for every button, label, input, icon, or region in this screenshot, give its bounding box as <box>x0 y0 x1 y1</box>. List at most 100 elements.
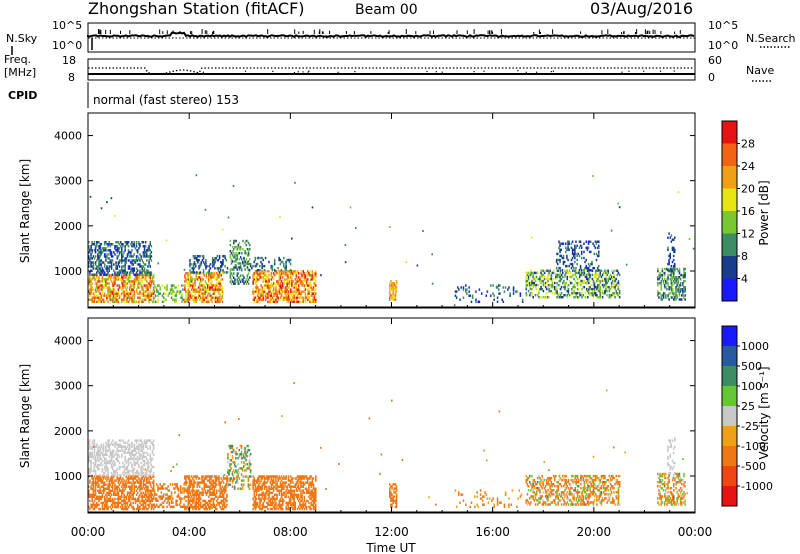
range-time-cell <box>108 249 111 252</box>
range-time-cell <box>91 451 93 455</box>
range-time-cell <box>146 493 148 497</box>
range-time-cell <box>658 296 660 299</box>
range-time-cell <box>118 449 121 453</box>
range-time-cell <box>91 447 93 450</box>
range-time-cell <box>211 296 213 299</box>
range-time-cell <box>121 489 123 492</box>
range-time-cell <box>221 503 224 507</box>
range-time-cell <box>152 447 155 450</box>
range-time-cell <box>668 288 670 291</box>
range-time-cell <box>90 493 92 497</box>
range-time-cell <box>103 497 106 501</box>
range-time-cell <box>287 276 290 279</box>
range-time-cell <box>601 289 604 293</box>
range-time-cell <box>557 294 559 297</box>
range-time-cell <box>99 474 101 477</box>
range-time-cell <box>90 469 92 473</box>
range-time-cell <box>596 266 599 270</box>
range-time-cell <box>261 294 264 297</box>
range-time-cell <box>667 246 669 250</box>
range-time-cell <box>679 290 682 293</box>
range-time-cell <box>92 265 95 268</box>
range-time-cell <box>99 263 101 266</box>
range-time-cell <box>233 477 236 480</box>
range-time-cell <box>116 247 119 250</box>
range-time-cell <box>141 445 144 448</box>
range-time-cell <box>233 465 236 468</box>
range-time-cell <box>688 238 691 240</box>
range-time-cell <box>542 269 545 273</box>
range-time-cell <box>190 288 193 291</box>
range-time-cell <box>110 489 113 492</box>
range-time-cell <box>312 286 315 289</box>
range-time-cell <box>117 481 120 484</box>
range-time-cell <box>466 288 468 291</box>
range-time-cell <box>263 272 266 275</box>
range-time-cell <box>181 300 183 304</box>
range-time-cell <box>392 298 394 301</box>
range-time-cell <box>568 264 570 268</box>
range-time-cell <box>392 296 394 299</box>
range-time-cell <box>562 254 565 258</box>
range-time-cell <box>246 467 249 470</box>
range-time-cell <box>89 195 92 198</box>
range-time-cell <box>105 463 107 467</box>
range-time-cell <box>222 259 224 262</box>
range-time-cell <box>560 269 563 273</box>
range-time-cell <box>111 465 114 469</box>
range-time-cell <box>471 294 474 297</box>
range-time-cell <box>154 499 157 502</box>
range-time-cell <box>290 298 292 301</box>
range-time-cell <box>259 274 261 277</box>
range-time-cell <box>175 298 177 301</box>
range-time-cell <box>258 487 260 490</box>
range-time-cell <box>93 457 96 461</box>
range-time-cell <box>192 255 195 258</box>
range-time-cell <box>391 282 393 285</box>
range-time-cell <box>99 489 101 492</box>
range-time-cell <box>297 300 300 304</box>
range-time-cell <box>580 252 583 256</box>
range-time-cell <box>152 286 155 289</box>
range-time-cell <box>229 459 231 462</box>
range-time-cell <box>263 264 266 268</box>
range-time-cell <box>229 274 232 277</box>
range-time-cell <box>147 489 149 492</box>
range-time-cell <box>118 273 121 276</box>
range-time-cell <box>258 483 260 486</box>
range-time-cell <box>194 503 196 507</box>
range-time-cell <box>165 493 167 496</box>
range-time-cell <box>560 296 563 299</box>
range-time-cell <box>267 300 269 304</box>
range-time-cell <box>668 269 670 273</box>
range-time-cell <box>111 290 114 293</box>
range-time-cell <box>550 273 553 277</box>
range-time-cell <box>605 283 607 287</box>
range-time-cell <box>192 487 194 490</box>
range-time-cell <box>205 282 208 285</box>
range-time-cell <box>130 271 132 274</box>
range-time-cell <box>220 298 223 301</box>
range-time-cell <box>188 477 191 480</box>
range-time-cell <box>596 254 599 258</box>
range-time-cell <box>175 499 177 502</box>
range-time-cell <box>212 276 215 279</box>
range-time-cell <box>612 277 614 281</box>
range-time-cell <box>240 461 243 464</box>
range-time-cell <box>140 274 142 277</box>
range-time-cell <box>93 273 96 276</box>
range-time-cell <box>117 278 120 281</box>
range-time-cell <box>100 265 103 268</box>
range-time-cell <box>260 284 262 287</box>
range-time-cell <box>272 272 275 275</box>
range-time-cell <box>109 491 112 495</box>
range-time-cell <box>176 290 179 293</box>
range-time-cell <box>136 259 139 262</box>
range-time-cell <box>203 290 206 293</box>
range-time-cell <box>239 280 242 283</box>
range-time-cell <box>416 264 419 267</box>
range-time-cell <box>247 241 250 245</box>
range-time-cell <box>102 501 105 505</box>
range-time-cell <box>126 445 129 448</box>
range-time-cell <box>244 469 246 472</box>
